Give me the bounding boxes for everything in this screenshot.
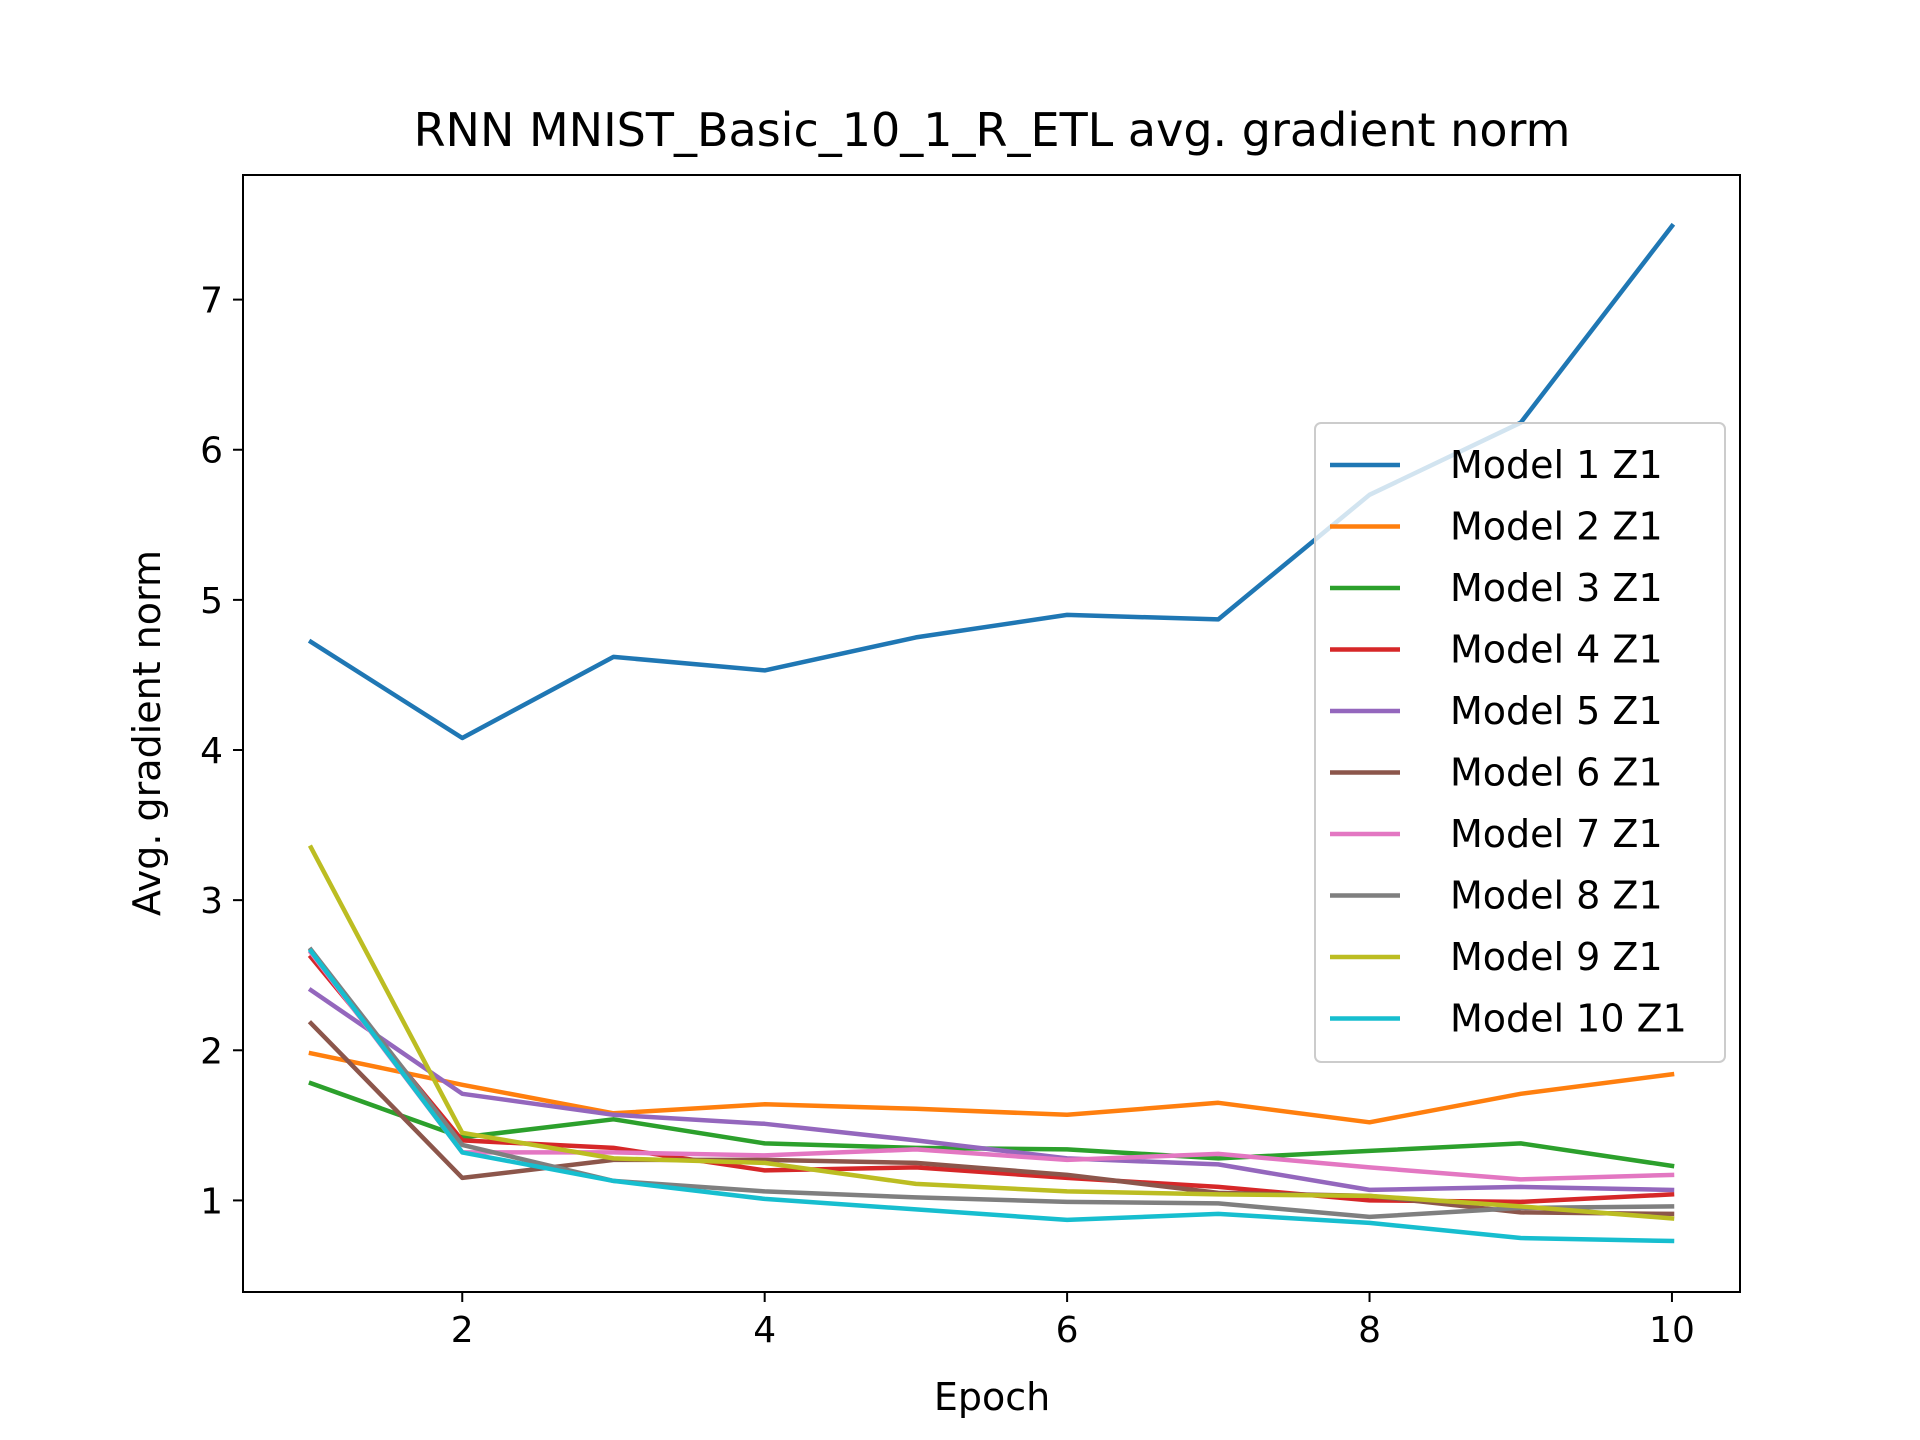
legend-entry-label: Model 2 Z1 (1450, 505, 1663, 549)
y-tick-label: 3 (200, 881, 223, 922)
y-tick-label: 4 (200, 731, 223, 772)
chart-title: RNN MNIST_Basic_10_1_R_ETL avg. gradient… (414, 103, 1571, 157)
x-tick-label: 2 (451, 1310, 474, 1351)
legend-entry-label: Model 9 Z1 (1450, 935, 1663, 979)
x-tick-label: 8 (1358, 1310, 1381, 1351)
series-line-model-7 (307, 949, 1675, 1182)
series-line-model-10 (307, 948, 1675, 1244)
axes-frame (242, 174, 1741, 1293)
series-line-model-5 (307, 987, 1675, 1193)
x-tick-label: 6 (1056, 1310, 1079, 1351)
series-line-model-2 (308, 1050, 1675, 1125)
y-tick-label: 1 (200, 1181, 223, 1222)
y-tick-label: 2 (200, 1031, 223, 1072)
legend-box (1314, 422, 1726, 1063)
x-tick-label: 10 (1649, 1310, 1695, 1351)
legend-entry-label: Model 1 Z1 (1450, 443, 1663, 487)
x-axis-ticks: 2 4 6 8 10 (451, 1292, 1695, 1351)
y-axis-label: Avg. gradient norm (125, 550, 169, 916)
legend-entry-label: Model 4 Z1 (1450, 628, 1663, 672)
legend-entry-label: Model 7 Z1 (1450, 812, 1663, 856)
y-axis-ticks: 1 2 3 4 5 6 7 (200, 281, 243, 1222)
legend-entry-label: Model 10 Z1 (1450, 997, 1687, 1041)
legend-entry-label: Model 6 Z1 (1450, 751, 1663, 795)
series-line-model-9 (307, 844, 1675, 1221)
legend-entry-label: Model 5 Z1 (1450, 689, 1663, 733)
y-tick-label: 6 (200, 431, 223, 472)
legend: Model 1 Z1 Model 2 Z1 Model 3 Z1 Model 4 Z1… (1314, 422, 1726, 1063)
y-tick-label: 7 (200, 281, 223, 322)
x-axis-label: Epoch (934, 1375, 1050, 1419)
legend-entry-label: Model 3 Z1 (1450, 566, 1663, 610)
y-tick-label: 5 (200, 581, 223, 622)
plot-area (307, 222, 1676, 1244)
series-line-model-8 (307, 946, 1675, 1220)
x-tick-label: 4 (753, 1310, 776, 1351)
legend-entry-label: Model 8 Z1 (1450, 874, 1663, 918)
